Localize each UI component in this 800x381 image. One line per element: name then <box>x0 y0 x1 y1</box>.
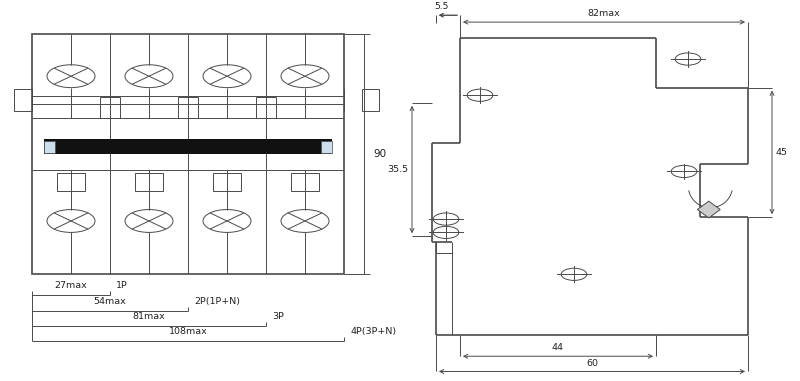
Bar <box>214 173 241 190</box>
Bar <box>44 141 55 153</box>
Bar <box>14 89 32 112</box>
Bar <box>32 34 344 274</box>
Bar <box>58 173 85 190</box>
Text: 44: 44 <box>552 343 564 352</box>
Text: 4P(3P+N): 4P(3P+N) <box>350 327 397 336</box>
Bar <box>362 89 379 112</box>
Text: 60: 60 <box>586 359 598 368</box>
Text: 82max: 82max <box>588 9 620 18</box>
Text: 54max: 54max <box>94 296 126 306</box>
Text: 108max: 108max <box>169 327 207 336</box>
Text: 2P(1P+N): 2P(1P+N) <box>194 296 240 306</box>
Text: 3P: 3P <box>272 312 284 321</box>
Text: 35.5: 35.5 <box>387 165 408 174</box>
Text: 27max: 27max <box>54 281 87 290</box>
Text: 1P: 1P <box>117 281 128 290</box>
Bar <box>135 173 162 190</box>
Bar <box>44 139 332 154</box>
Text: 90: 90 <box>374 149 386 159</box>
Text: 5.5: 5.5 <box>434 2 449 11</box>
Text: 81max: 81max <box>133 312 166 321</box>
Polygon shape <box>698 201 720 218</box>
Text: 45: 45 <box>776 148 788 157</box>
Bar <box>321 141 332 153</box>
Bar <box>291 173 318 190</box>
